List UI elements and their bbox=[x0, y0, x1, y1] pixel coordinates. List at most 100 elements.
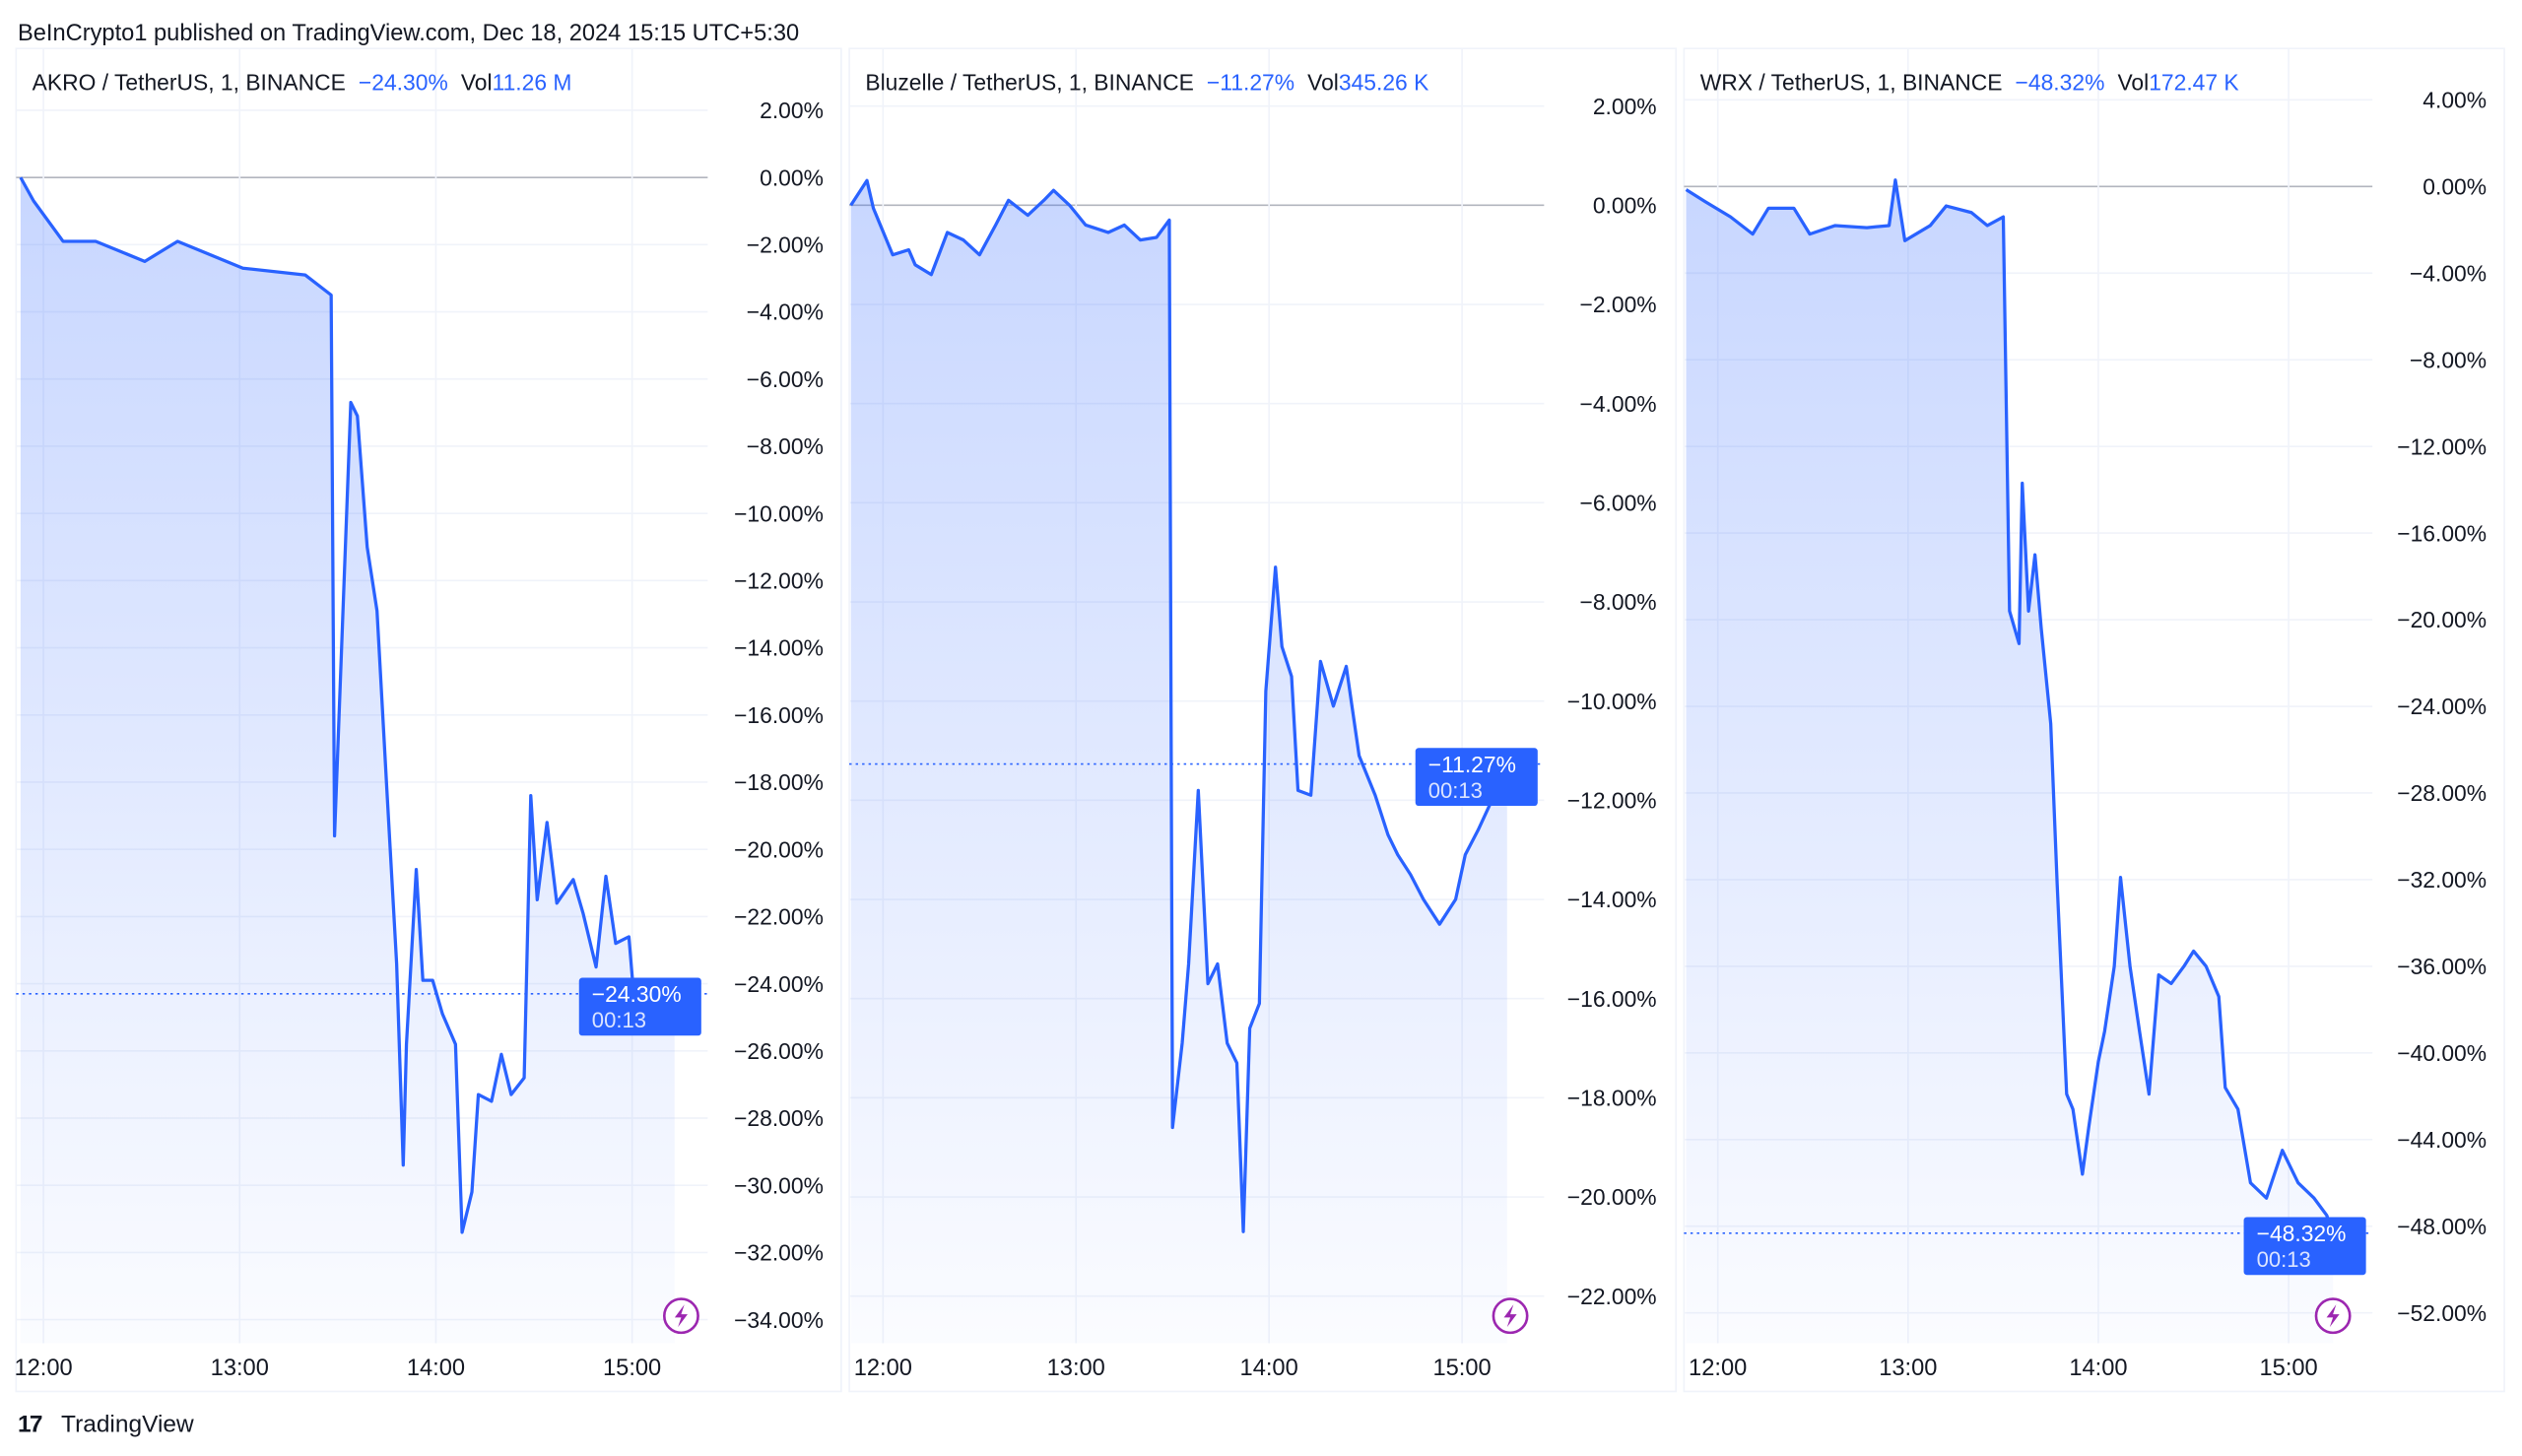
badge-value: −48.32% bbox=[2257, 1221, 2347, 1246]
x-tick-label: 14:00 bbox=[407, 1356, 465, 1381]
area-fill bbox=[20, 177, 675, 1344]
legend-vol-label: Vol bbox=[461, 70, 493, 96]
y-tick-label: −22.00% bbox=[1567, 1284, 1657, 1309]
x-tick-label: 13:00 bbox=[1047, 1356, 1105, 1381]
tradingview-logo[interactable]: 17 TradingView bbox=[18, 1411, 194, 1437]
price-line bbox=[19, 176, 677, 1234]
x-tick-label: 12:00 bbox=[854, 1356, 912, 1381]
y-tick-label: −28.00% bbox=[734, 1105, 824, 1131]
legend-vol-label: Vol bbox=[1307, 70, 1339, 96]
legend-vol-value: 345.26 K bbox=[1339, 70, 1428, 96]
y-tick-label: −36.00% bbox=[2397, 954, 2487, 979]
y-tick-label: −44.00% bbox=[2397, 1127, 2487, 1153]
y-tick-label: −20.00% bbox=[734, 836, 824, 862]
price-line bbox=[849, 178, 1509, 1233]
x-tick-label: 15:00 bbox=[603, 1356, 661, 1381]
legend-vol-value: 172.47 K bbox=[2149, 70, 2238, 96]
x-tick-label: 14:00 bbox=[2069, 1356, 2127, 1381]
x-tick-label: 13:00 bbox=[211, 1356, 269, 1381]
last-price-badge bbox=[2243, 1217, 2366, 1276]
y-tick-label: −34.00% bbox=[734, 1307, 824, 1333]
y-tick-label: −6.00% bbox=[747, 366, 824, 392]
legend-vol-label: Vol bbox=[2117, 70, 2149, 96]
y-tick-label: −22.00% bbox=[734, 904, 824, 930]
y-tick-label: −24.00% bbox=[734, 971, 824, 997]
y-tick-label: −6.00% bbox=[1580, 491, 1657, 516]
y-tick-label: −16.00% bbox=[2397, 520, 2487, 546]
y-tick-label: 4.00% bbox=[2422, 88, 2487, 113]
area-fill bbox=[850, 180, 1507, 1344]
lightning-icon[interactable] bbox=[662, 1297, 699, 1335]
x-tick-label: 12:00 bbox=[14, 1356, 72, 1381]
chart-panel[interactable]: 2.00% 0.00% −2.00% −4.00% −6.00% −8.00% −10.00… bbox=[848, 47, 1678, 1393]
y-tick-label: 2.00% bbox=[760, 98, 824, 123]
x-tick-label: 15:00 bbox=[2260, 1356, 2318, 1381]
y-tick-label: −4.00% bbox=[2410, 260, 2487, 286]
last-price-badge bbox=[578, 977, 701, 1036]
y-tick-label: 0.00% bbox=[760, 165, 824, 190]
y-tick-label: −10.00% bbox=[734, 500, 824, 526]
y-tick-label: −12.00% bbox=[734, 568, 824, 594]
y-tick-label: −8.00% bbox=[747, 433, 824, 459]
last-price-badge bbox=[1415, 748, 1538, 807]
y-tick-label: −4.00% bbox=[1580, 391, 1657, 417]
legend-change: −11.27% bbox=[1207, 70, 1294, 96]
legend-symbol: AKRO / TetherUS, 1, BINANCE bbox=[33, 70, 346, 96]
published-caption: BeInCrypto1 published on TradingView.com… bbox=[18, 21, 799, 46]
y-tick-label: −20.00% bbox=[2397, 607, 2487, 632]
y-tick-label: −32.00% bbox=[734, 1240, 824, 1266]
area-fill bbox=[1686, 179, 2334, 1344]
y-tick-label: −16.00% bbox=[1567, 986, 1657, 1012]
lightning-icon[interactable] bbox=[1492, 1297, 1529, 1335]
x-tick-label: 12:00 bbox=[1689, 1356, 1747, 1381]
y-tick-label: −20.00% bbox=[1567, 1184, 1657, 1210]
chart-panel[interactable]: 4.00% 0.00% −4.00% −8.00% −12.00% −16.00% −20.… bbox=[1683, 47, 2505, 1393]
badge-countdown: 00:13 bbox=[2257, 1247, 2311, 1272]
y-tick-label: −14.00% bbox=[734, 635, 824, 661]
lightning-icon[interactable] bbox=[2314, 1297, 2352, 1335]
y-tick-label: −18.00% bbox=[1567, 1086, 1657, 1111]
y-tick-label: −12.00% bbox=[2397, 433, 2487, 459]
y-tick-label: −18.00% bbox=[734, 769, 824, 795]
y-tick-label: −48.00% bbox=[2397, 1214, 2487, 1239]
chart-legend[interactable]: AKRO / TetherUS, 1, BINANCE −24.30% Vol11.… bbox=[33, 70, 572, 96]
y-tick-label: −8.00% bbox=[1580, 589, 1657, 615]
legend-change: −24.30% bbox=[359, 70, 448, 96]
y-tick-label: −12.00% bbox=[1567, 788, 1657, 814]
y-tick-label: −16.00% bbox=[734, 702, 824, 728]
y-tick-label: −32.00% bbox=[2397, 867, 2487, 893]
x-tick-label: 13:00 bbox=[1879, 1356, 1937, 1381]
legend-symbol: WRX / TetherUS, 1, BINANCE bbox=[1700, 70, 2003, 96]
y-tick-label: −52.00% bbox=[2397, 1300, 2487, 1326]
x-tick-label: 14:00 bbox=[1240, 1356, 1298, 1381]
legend-symbol: Bluzelle / TetherUS, 1, BINANCE bbox=[865, 70, 1194, 96]
y-tick-label: 0.00% bbox=[2422, 173, 2487, 199]
badge-value: −24.30% bbox=[592, 981, 682, 1007]
tradingview-brand: TradingView bbox=[61, 1411, 194, 1437]
y-tick-label: −28.00% bbox=[2397, 780, 2487, 806]
x-tick-label: 15:00 bbox=[1432, 1356, 1491, 1381]
chart-legend[interactable]: Bluzelle / TetherUS, 1, BINANCE −11.27% Vo… bbox=[865, 70, 1428, 96]
y-tick-label: −24.00% bbox=[2397, 694, 2487, 719]
y-tick-label: −26.00% bbox=[734, 1038, 824, 1064]
badge-value: −11.27% bbox=[1428, 752, 1516, 777]
y-tick-label: −40.00% bbox=[2397, 1040, 2487, 1066]
y-tick-label: 0.00% bbox=[1593, 193, 1657, 219]
y-tick-label: −2.00% bbox=[1580, 292, 1657, 317]
tradingview-logo-mark: 17 bbox=[18, 1411, 42, 1437]
y-tick-label: −10.00% bbox=[1567, 689, 1657, 714]
chart-panel[interactable]: 2.00% 0.00% −2.00% −4.00% −6.00% −8.00% −10.00… bbox=[14, 47, 842, 1393]
y-tick-label: −8.00% bbox=[2410, 347, 2487, 372]
y-tick-label: −14.00% bbox=[1567, 887, 1657, 912]
chart-legend[interactable]: WRX / TetherUS, 1, BINANCE −48.32% Vol172.… bbox=[1700, 70, 2239, 96]
y-tick-label: −2.00% bbox=[747, 232, 824, 258]
price-line bbox=[1685, 178, 2335, 1234]
legend-vol-value: 11.26 M bbox=[493, 70, 572, 96]
badge-countdown: 00:13 bbox=[592, 1008, 646, 1032]
badge-countdown: 00:13 bbox=[1428, 778, 1483, 803]
y-tick-label: 2.00% bbox=[1593, 94, 1657, 119]
y-tick-label: −4.00% bbox=[747, 299, 824, 325]
legend-change: −48.32% bbox=[2016, 70, 2105, 96]
y-tick-label: −30.00% bbox=[734, 1172, 824, 1198]
